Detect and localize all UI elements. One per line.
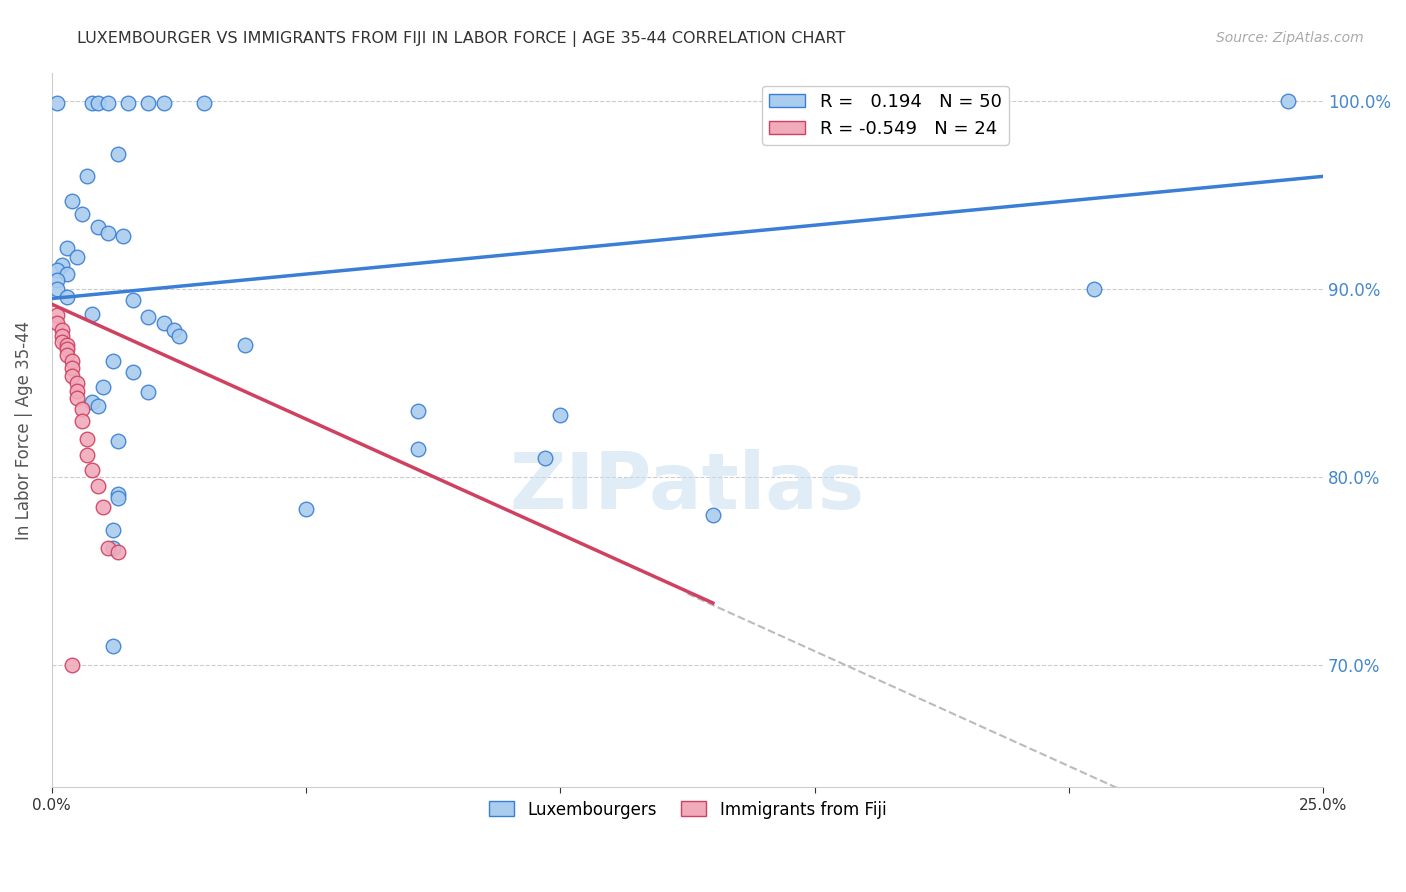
Point xyxy=(45,309,67,323)
Point xyxy=(107,545,129,559)
Point xyxy=(86,220,108,235)
Point xyxy=(101,639,124,653)
Point xyxy=(406,442,429,456)
Point xyxy=(117,96,139,111)
Point xyxy=(107,434,129,449)
Point xyxy=(550,408,572,422)
Point xyxy=(152,96,174,111)
Point xyxy=(163,323,186,337)
Point xyxy=(51,334,73,349)
Point xyxy=(45,263,67,277)
Point xyxy=(534,451,557,466)
Point xyxy=(107,146,129,161)
Text: Source: ZipAtlas.com: Source: ZipAtlas.com xyxy=(1216,31,1364,45)
Point xyxy=(122,365,145,379)
Text: LUXEMBOURGER VS IMMIGRANTS FROM FIJI IN LABOR FORCE | AGE 35-44 CORRELATION CHAR: LUXEMBOURGER VS IMMIGRANTS FROM FIJI IN … xyxy=(77,31,845,47)
Point xyxy=(101,353,124,368)
Point xyxy=(45,316,67,330)
Point xyxy=(86,479,108,493)
Point xyxy=(51,258,73,272)
Point xyxy=(60,658,83,673)
Point xyxy=(56,267,79,281)
Point xyxy=(101,541,124,556)
Point xyxy=(97,96,120,111)
Point xyxy=(60,368,83,383)
Point xyxy=(107,491,129,505)
Point xyxy=(60,353,83,368)
Point xyxy=(138,310,160,325)
Point xyxy=(72,414,94,428)
Point xyxy=(56,343,79,357)
Point xyxy=(91,380,114,394)
Text: ZIPatlas: ZIPatlas xyxy=(510,450,865,525)
Point xyxy=(76,433,98,447)
Point xyxy=(45,282,67,296)
Point xyxy=(295,502,318,516)
Point xyxy=(1083,282,1105,296)
Point xyxy=(82,307,104,321)
Point xyxy=(86,399,108,413)
Point xyxy=(72,207,94,221)
Point xyxy=(76,169,98,184)
Point xyxy=(56,290,79,304)
Point xyxy=(51,323,73,337)
Point xyxy=(702,508,724,522)
Point xyxy=(72,402,94,417)
Point xyxy=(56,338,79,352)
Point xyxy=(167,329,190,343)
Point xyxy=(66,376,89,390)
Point xyxy=(56,348,79,362)
Point xyxy=(51,329,73,343)
Point xyxy=(82,96,104,111)
Point xyxy=(82,395,104,409)
Point xyxy=(66,384,89,398)
Point xyxy=(60,194,83,208)
Point xyxy=(60,361,83,376)
Point xyxy=(66,250,89,264)
Point xyxy=(86,96,108,111)
Point xyxy=(233,338,256,352)
Point xyxy=(107,487,129,501)
Point xyxy=(97,226,120,240)
Point xyxy=(66,391,89,405)
Point xyxy=(91,500,114,515)
Point xyxy=(56,241,79,255)
Point xyxy=(111,229,134,244)
Point xyxy=(138,385,160,400)
Point xyxy=(152,316,174,330)
Y-axis label: In Labor Force | Age 35-44: In Labor Force | Age 35-44 xyxy=(15,320,32,540)
Point xyxy=(82,462,104,476)
Point xyxy=(406,404,429,418)
Point xyxy=(101,523,124,537)
Point xyxy=(1277,94,1299,108)
Point xyxy=(138,96,160,111)
Point xyxy=(97,541,120,556)
Point xyxy=(76,448,98,462)
Point xyxy=(193,96,215,111)
Legend: Luxembourgers, Immigrants from Fiji: Luxembourgers, Immigrants from Fiji xyxy=(482,794,893,825)
Point xyxy=(122,293,145,308)
Point xyxy=(45,273,67,287)
Point xyxy=(45,96,67,111)
